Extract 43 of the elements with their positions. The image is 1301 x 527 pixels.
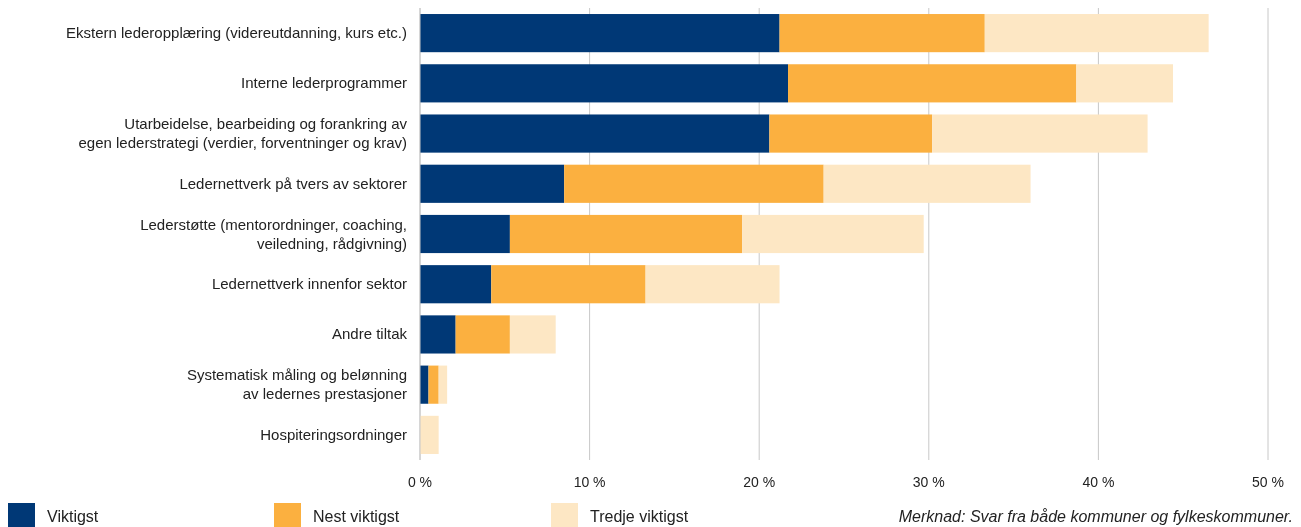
bar (779, 14, 985, 53)
bar (932, 114, 1148, 153)
y-tick-label: Ekstern lederopplæring (videreutdanning, kurs etc.) (65, 24, 407, 42)
bar (428, 365, 439, 404)
y-tick-label: Hospiteringsordninger (260, 425, 407, 443)
bar (438, 365, 448, 404)
x-tick-label: 50 % (1252, 474, 1284, 490)
bar (420, 14, 780, 53)
bar (509, 214, 743, 254)
y-tick-label: Ledernettverk på tvers av sektorer (179, 174, 407, 192)
y-tick-label: Andre tiltak (331, 325, 408, 343)
bar (491, 265, 646, 304)
bar (455, 315, 510, 354)
legend-label: Viktigst (47, 508, 99, 525)
y-tick-label: Utarbeidelse, bearbeiding og forankring av egen lederstrategi (verdier, forventninger og krav) (78, 115, 408, 152)
x-tick-label: 0 % (407, 474, 433, 490)
x-tick-label: 30 % (912, 474, 945, 490)
bar (823, 164, 1031, 203)
bar (420, 164, 565, 203)
y-tick-label: Interne lederprogrammer (241, 74, 407, 92)
bar (769, 114, 933, 153)
y-tick-label: Lederstøtte (mentorordninger, coaching, veiledning, rådgivning) (140, 215, 407, 252)
x-tick-label: 10 % (573, 474, 606, 490)
legend-label: Tredje viktigst (590, 508, 689, 525)
bar (420, 315, 456, 354)
bar (420, 265, 492, 304)
x-tick-label: 20 % (743, 474, 776, 490)
text: Merknad: Svar fra både kommuner og fylkeskommuner. (898, 508, 1293, 525)
x-tick-label: 40 % (1082, 474, 1115, 490)
bar (420, 114, 770, 153)
bar (645, 265, 780, 304)
bar (420, 415, 439, 454)
y-tick-label: Systematisk måling og belønning av ledernes prestasjoner (186, 366, 407, 403)
bar (420, 214, 510, 254)
legend-label: Nest viktigst (313, 508, 400, 525)
bar (1076, 64, 1174, 103)
y-tick-label: Ledernettverk innenfor sektor (211, 275, 407, 293)
bar (984, 14, 1209, 53)
bar (742, 214, 924, 254)
bar (420, 64, 789, 103)
bar (788, 64, 1077, 103)
bar (509, 315, 556, 354)
bar (564, 164, 824, 203)
